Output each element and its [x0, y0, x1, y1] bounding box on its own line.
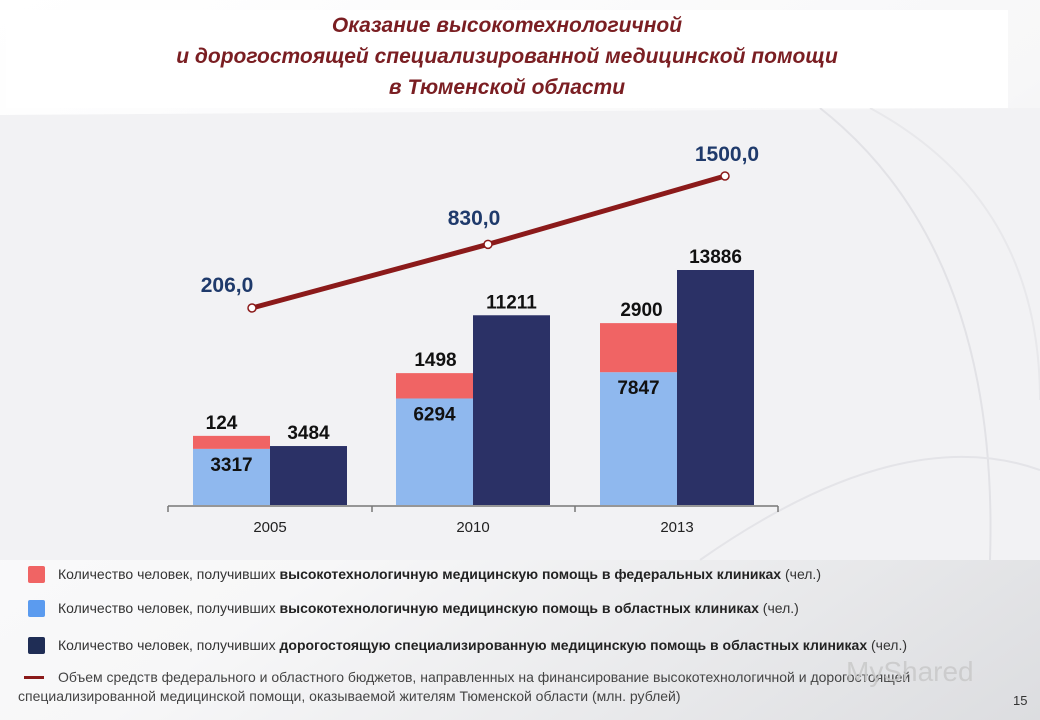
bar-costly-2005 [270, 446, 347, 505]
legend-funding-line2: специализированной медицинской помощи, о… [18, 688, 681, 704]
x-tick-label-2005: 2005 [253, 519, 286, 536]
legend-swatch-costly [28, 637, 45, 654]
title-box: Оказание высокотехнологичной и дорогосто… [6, 10, 1008, 108]
legend-item-costly: Количество человек, получивших дорогосто… [28, 637, 1038, 657]
legend-swatch-regional [28, 600, 45, 617]
legend-costly-suffix: (чел.) [867, 637, 907, 653]
label-regional-2013: 7847 [617, 378, 659, 399]
funding-label-2013: 1500,0 [695, 143, 759, 166]
label-costly-2010: 11211 [486, 292, 537, 313]
label-costly-2005: 3484 [287, 423, 330, 444]
page-number: 15 [1013, 693, 1028, 708]
label-costly-2013: 13886 [689, 247, 742, 268]
bar-costly-2010 [473, 315, 550, 505]
bar-regional-2013 [600, 372, 677, 505]
legend-item-regional: Количество человек, получивших высокотех… [28, 600, 1038, 620]
label-federal-2005: 124 [206, 413, 238, 434]
bar-regional-2005 [193, 448, 270, 505]
legend-regional-bold: высокотехнологичную медицинскую помощь в… [279, 600, 759, 616]
x-tick-label-2010: 2010 [456, 519, 489, 536]
funding-point-2010 [483, 239, 493, 250]
legend-swatch-funding-line [24, 676, 44, 679]
title-line-3: в Тюменской области [388, 76, 626, 99]
legend-federal-suffix: (чел.) [781, 566, 821, 582]
legend-federal-bold: высокотехнологичную медицинскую помощь в… [279, 566, 782, 582]
chart: 3317 124 3484 2005 6294 1498 11211 2010 7847 2900… [167, 143, 779, 536]
legend-funding-line1: Объем средств федерального и областного … [58, 669, 911, 685]
legend-swatch-federal [28, 566, 45, 583]
label-regional-2010: 6294 [413, 404, 456, 425]
bar-regional-2010 [396, 398, 473, 505]
title-line-1: Оказание высокотехнологичной [331, 14, 683, 37]
legend-costly-bold: дорогостоящую специализированную медицин… [279, 637, 868, 653]
legend-federal-prefix: Количество человек, получивших [58, 566, 280, 582]
bar-costly-2013 [677, 270, 754, 505]
label-regional-2005: 3317 [210, 455, 252, 476]
funding-point-2013 [720, 171, 730, 181]
funding-label-2010: 830,0 [448, 207, 501, 230]
watermark-logo: MyShared [846, 656, 974, 687]
label-federal-2013: 2900 [620, 300, 662, 321]
legend-item-federal: Количество человек, получивших высокотех… [28, 566, 1038, 586]
label-federal-2010: 1498 [414, 350, 456, 371]
title-line-2: и дорогостоящей специализированной медиц… [176, 45, 838, 68]
legend-costly-prefix: Количество человек, получивших [58, 637, 280, 653]
legend-regional-suffix: (чел.) [758, 600, 799, 616]
x-tick-label-2013: 2013 [660, 519, 693, 536]
bar-federal-2005 [193, 435, 270, 449]
legend-regional-prefix: Количество человек, получивших [58, 600, 280, 616]
bar-federal-2010 [396, 373, 473, 399]
funding-point-2005 [247, 303, 257, 313]
bar-federal-2013 [600, 323, 677, 373]
funding-label-2005: 206,0 [201, 274, 254, 297]
